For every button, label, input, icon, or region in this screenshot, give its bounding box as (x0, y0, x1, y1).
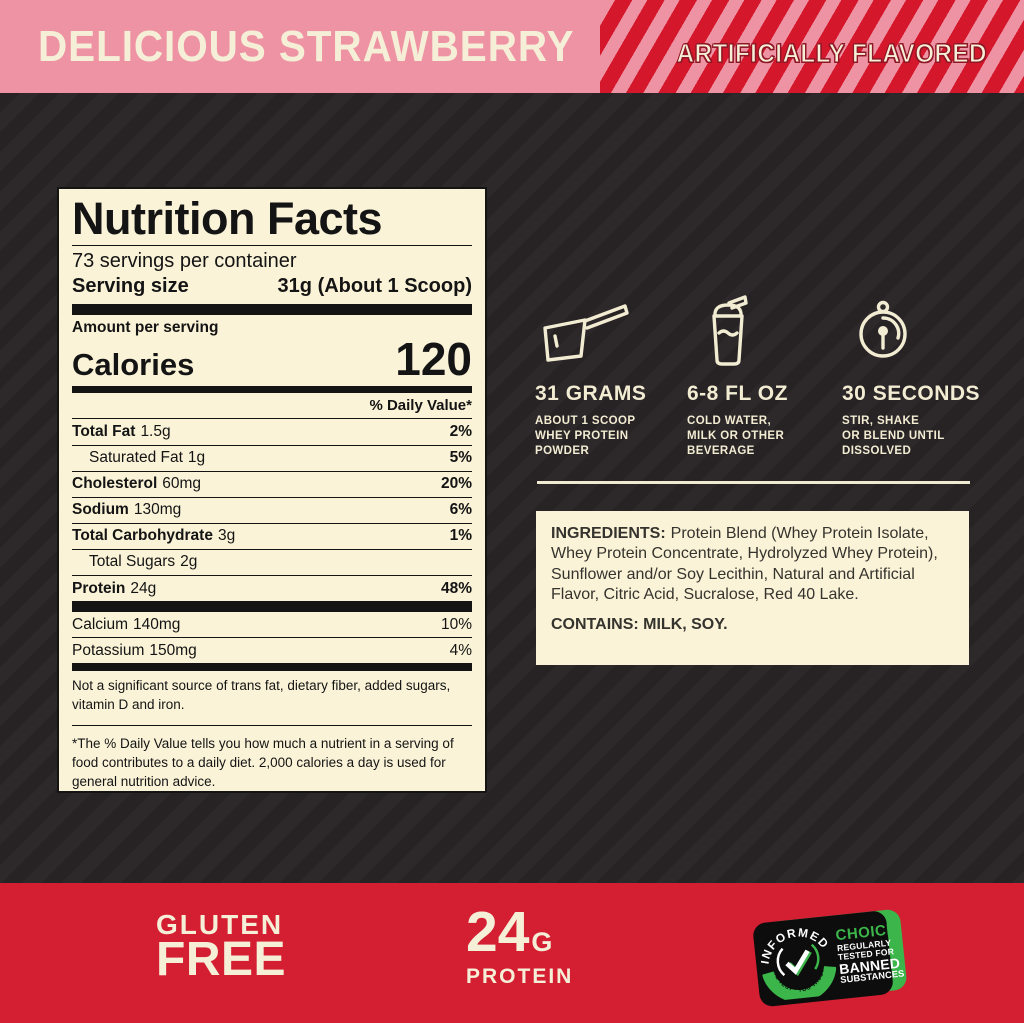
flavor-title: DELICIOUS STRAWBERRY (38, 22, 621, 72)
serving-size-value: 31g (About 1 Scoop) (277, 274, 472, 297)
protein-unit: G (531, 927, 553, 957)
nutrient-dv: 20% (440, 475, 472, 493)
nutrient-dv: 5% (449, 449, 472, 467)
gluten-line2: FREE (156, 932, 287, 986)
ingredients-box: INGREDIENTS: Protein Blend (Whey Protein … (536, 511, 969, 665)
nutrient-row-total-sugars: Total Sugars 2g (72, 550, 472, 576)
stopwatch-icon (842, 292, 994, 374)
nutrient-amount: 60mg (162, 475, 202, 493)
mineral-amount: 140mg (132, 615, 181, 633)
nutrient-amount: 1.5g (140, 422, 171, 440)
nutrient-row-protein: Protein 24g 48% (72, 576, 472, 601)
mineral-amount: 150mg (149, 641, 197, 659)
nutrient-amount: 130mg (133, 501, 182, 519)
gluten-free-label: GLUTEN FREE (156, 909, 287, 986)
direction-step-time: 30 SECONDS STIR, SHAKE OR BLEND UNTIL DI… (842, 292, 994, 460)
calories-row: Calories 120 (72, 332, 472, 385)
divider (72, 244, 472, 246)
ingredients-label: INGREDIENTS: (551, 525, 666, 542)
nutrient-dv: 48% (440, 579, 472, 597)
ingredients-text: INGREDIENTS: Protein Blend (Whey Protein … (551, 524, 954, 605)
mineral-row-potassium: Potassium 150mg 4% (72, 638, 472, 663)
daily-value-header: % Daily Value* (72, 393, 472, 420)
flavor-title-text: DELICIOUS STRAWBERRY (38, 22, 575, 71)
thick-bar (72, 303, 472, 315)
direction-detail: STIR, SHAKE OR BLEND UNTIL DISSOLVED (842, 415, 945, 458)
nutrient-row-total-fat: Total Fat 1.5g 2% (72, 419, 472, 446)
gluten-line1: GLUTEN (156, 909, 284, 940)
divider (72, 725, 472, 727)
nutrient-row-saturated-fat: Saturated Fat 1g 5% (72, 446, 472, 472)
mineral-name: Potassium (72, 641, 145, 659)
bottom-banner: GLUTEN FREE 24G PROTEIN (0, 883, 1024, 1023)
nutrient-amount: 3g (217, 527, 236, 545)
nutrient-amount: 24g (130, 579, 157, 597)
mineral-dv: 10% (440, 615, 472, 633)
thick-bar (72, 663, 472, 672)
informed-seal-icon: INFORMED WE TEST · YOU TRUST (758, 922, 837, 1003)
mineral-name: Calcium (72, 615, 128, 633)
shaker-icon (687, 292, 839, 374)
protein-value: 24 (466, 900, 530, 964)
thick-bar (72, 601, 472, 613)
serving-size-row: Serving size 31g (About 1 Scoop) (72, 275, 472, 298)
direction-step-amount: 31 GRAMS ABOUT 1 SCOOP WHEY PROTEIN POWD… (535, 292, 687, 460)
protein-callout: 24G PROTEIN (466, 904, 574, 988)
protein-word: PROTEIN (466, 965, 574, 988)
scoop-icon (535, 292, 687, 374)
nutrient-name: Total Fat (72, 422, 136, 440)
direction-detail: ABOUT 1 SCOOP WHEY PROTEIN POWDER (535, 415, 636, 458)
calories-label: Calories (72, 346, 195, 382)
nutrient-row-sodium: Sodium 130mg 6% (72, 498, 472, 524)
badge-body: INFORMED WE TEST · YOU TRUST CHOICE REGU… (752, 909, 905, 1008)
nutrition-title: Nutrition Facts (72, 193, 383, 244)
nutrient-name: Protein (72, 579, 126, 597)
nutrient-name: Saturated Fat (89, 449, 183, 467)
daily-value-footnote: *The % Daily Value tells you how much a … (72, 736, 454, 789)
direction-heading: 6-8 FL OZ (687, 382, 788, 405)
direction-detail: COLD WATER, MILK OR OTHER BEVERAGE (687, 415, 785, 458)
nutrient-amount: 1g (187, 449, 206, 467)
nutrient-name: Total Sugars (89, 553, 176, 571)
nutrient-row-cholesterol: Cholesterol 60mg 20% (72, 472, 472, 498)
nutrient-dv: 2% (449, 422, 472, 440)
mineral-row-calcium: Calcium 140mg 10% (72, 612, 472, 639)
calories-value: 120 (395, 332, 472, 385)
nutrient-name: Cholesterol (72, 475, 158, 493)
direction-heading: 30 SECONDS (842, 382, 981, 405)
badge-text-block: CHOICE REGULARLY TESTED FOR BANNED SUBST… (835, 921, 905, 986)
not-significant-note: Not a significant source of trans fat, d… (72, 678, 451, 713)
direction-step-liquid: 6-8 FL OZ COLD WATER, MILK OR OTHER BEVE… (687, 292, 839, 460)
medium-bar (72, 386, 472, 394)
nutrient-dv: 6% (449, 501, 472, 519)
amount-per-serving-label: Amount per serving (72, 318, 219, 336)
diagonal-stripes (600, 0, 1024, 93)
nutrient-name: Total Carbohydrate (72, 527, 213, 545)
nutrient-row-total-carbohydrate: Total Carbohydrate 3g 1% (72, 524, 472, 550)
artificially-flavored-text: ARTIFICIALLY FLAVORED (676, 38, 988, 69)
nutrient-name: Sodium (72, 501, 129, 519)
artificially-flavored-label: ARTIFICIALLY FLAVORED (640, 38, 1024, 69)
nutrition-facts-panel: Nutrition Facts 73 servings per containe… (57, 187, 487, 793)
informed-choice-badge: INFORMED WE TEST · YOU TRUST CHOICE REGU… (752, 908, 908, 1008)
direction-heading: 31 GRAMS (535, 382, 647, 405)
mineral-dv: 4% (449, 641, 472, 659)
divider (537, 481, 970, 484)
flavor-banner: DELICIOUS STRAWBERRY ARTIFICIALLY FLAVOR… (0, 0, 1024, 93)
nutrient-amount: 2g (180, 553, 198, 571)
nutrient-dv: 1% (449, 527, 472, 545)
servings-per-container: 73 servings per container (72, 249, 297, 272)
contains-text: CONTAINS: MILK, SOY. (551, 616, 728, 634)
serving-size-label: Serving size (72, 274, 189, 297)
ingredients-list: Protein Blend (Whey Protein Isolate, Whe… (551, 525, 938, 603)
